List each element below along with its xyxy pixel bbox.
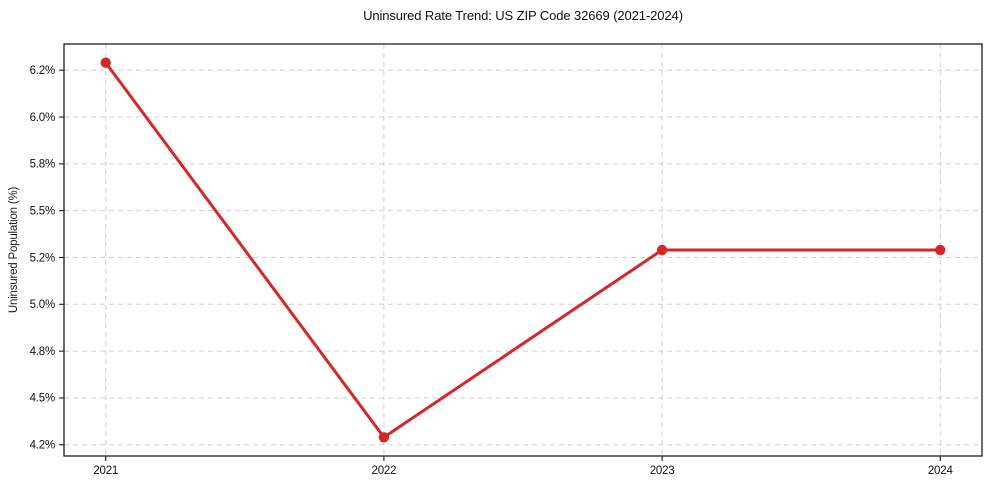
trend-line: [104, 61, 942, 439]
data-point-2021: [100, 57, 111, 68]
data-point-2023: [656, 244, 668, 256]
y-tick-label: 5.8%: [30, 159, 55, 171]
x-tick-label: 2024: [928, 465, 954, 477]
y-tick-label: 5.0%: [30, 299, 55, 311]
y-tick-label: 5.5%: [30, 205, 55, 217]
y-tick-label: 4.5%: [30, 393, 55, 405]
y-tick-label: 5.2%: [30, 252, 55, 264]
x-tick-label: 2021: [93, 465, 118, 477]
y-tick-label: 6.2%: [30, 65, 55, 77]
x-tick-label: 2022: [372, 465, 397, 477]
y-tick-label: 4.8%: [30, 346, 55, 358]
axes-box: [63, 43, 983, 457]
x-tick-label: 2023: [650, 465, 675, 477]
data-point-2024: [935, 244, 946, 256]
y-tick-label: 4.2%: [30, 440, 55, 452]
chart-title: Uninsured Rate Trend: US ZIP Code 32669 …: [363, 8, 683, 23]
data-point-2022: [378, 432, 390, 443]
y-tick-label: 6.0%: [30, 112, 55, 124]
